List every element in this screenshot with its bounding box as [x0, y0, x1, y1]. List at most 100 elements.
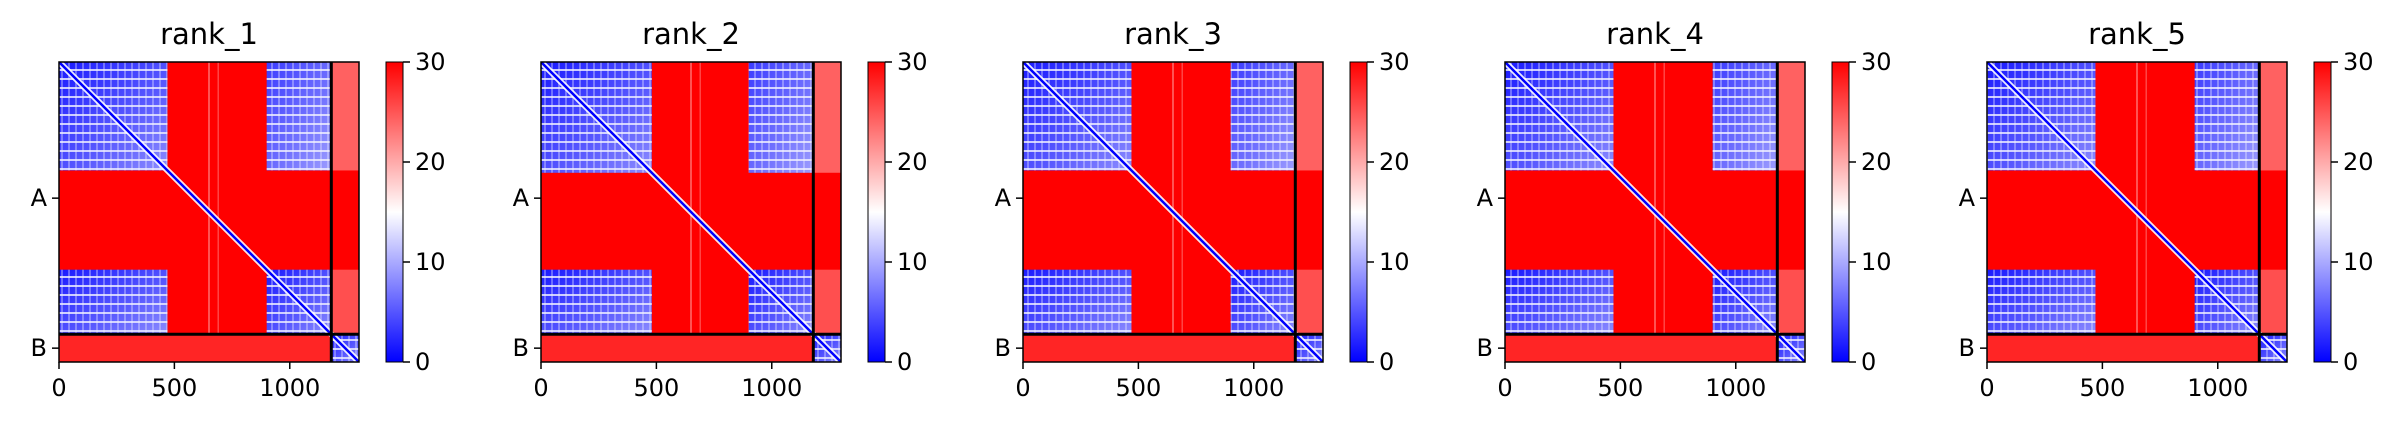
- interface-region: [1295, 62, 1323, 171]
- y-tick-label: A: [31, 184, 48, 212]
- colorbar-tick-label: 30: [897, 48, 928, 76]
- block-texture: [2194, 62, 2260, 171]
- colorbar-tick-label: 0: [1379, 348, 1394, 376]
- colorbar-tick-label: 10: [1379, 248, 1410, 276]
- plot-frame: [1022, 61, 1324, 363]
- interface-region: [59, 334, 332, 362]
- interface-region: [1777, 269, 1805, 335]
- diagonal-line: [1023, 62, 1323, 362]
- x-tick-label: 500: [1115, 374, 1161, 402]
- y-tick-label: B: [1477, 334, 1493, 362]
- x-tick-label: 1000: [1705, 374, 1766, 402]
- y-tick-label: B: [513, 334, 529, 362]
- heatmap-area: [59, 62, 359, 362]
- panel-title: rank_5: [2088, 17, 2186, 51]
- colorbar-tick-label: 30: [1379, 48, 1410, 76]
- x-tick-label: 1000: [1223, 374, 1284, 402]
- y-tick-label: A: [1959, 184, 1976, 212]
- block-texture: [1505, 269, 1614, 335]
- panel-title: rank_2: [642, 17, 740, 51]
- colorbar: [385, 61, 404, 363]
- colorbar-tick-label: 20: [2343, 148, 2374, 176]
- block-texture: [266, 62, 332, 171]
- interface-region: [541, 334, 814, 362]
- colorbar-tick-label: 0: [897, 348, 912, 376]
- heatmap-area: [541, 62, 841, 362]
- diagonal-line: [541, 62, 841, 362]
- panel-title: rank_3: [1124, 17, 1222, 51]
- y-tick-label: A: [1477, 184, 1494, 212]
- colorbar-tick-label: 30: [2343, 48, 2374, 76]
- interface-region: [1987, 334, 2260, 362]
- block-shade: [1712, 62, 1778, 171]
- interface-region: [813, 62, 841, 173]
- plot-frame: [58, 61, 360, 363]
- block-texture: [1023, 269, 1132, 335]
- y-tick-label: B: [1959, 334, 1975, 362]
- block-texture: [1230, 62, 1296, 171]
- diagonal-line: [59, 62, 359, 362]
- x-tick-label: 0: [1497, 374, 1512, 402]
- block-texture: [1712, 62, 1778, 171]
- block-shade: [1230, 62, 1296, 171]
- interface-region: [2259, 269, 2287, 335]
- interface-region: [813, 269, 841, 335]
- x-tick-label: 500: [1597, 374, 1643, 402]
- x-tick-label: 500: [633, 374, 679, 402]
- colorbar-tick-label: 30: [415, 48, 446, 76]
- panel-title: rank_1: [160, 17, 258, 51]
- interface-region: [1295, 269, 1323, 335]
- x-tick-label: 1000: [259, 374, 320, 402]
- y-tick-label: A: [513, 184, 530, 212]
- x-tick-label: 0: [51, 374, 66, 402]
- block-texture: [748, 62, 814, 173]
- block-texture: [1987, 269, 2096, 335]
- diagonal-line: [1987, 62, 2287, 362]
- colorbar: [1831, 61, 1850, 363]
- x-tick-label: 500: [2079, 374, 2125, 402]
- diagonal-line: [1505, 62, 1805, 362]
- plot-frame: [1504, 61, 1806, 363]
- interface-region: [1023, 334, 1296, 362]
- plot-frame: [540, 61, 842, 363]
- colorbar-tick-label: 30: [1861, 48, 1892, 76]
- y-tick-label: B: [995, 334, 1011, 362]
- colorbar-tick-label: 20: [1861, 148, 1892, 176]
- y-tick-label: A: [995, 184, 1012, 212]
- x-tick-label: 1000: [741, 374, 802, 402]
- block-texture: [59, 269, 168, 335]
- interface-region: [1777, 62, 1805, 171]
- interface-region: [1505, 334, 1778, 362]
- interface-region: [331, 269, 359, 335]
- interface-region: [331, 62, 359, 171]
- colorbar-tick-label: 10: [1861, 248, 1892, 276]
- colorbar: [2313, 61, 2332, 363]
- colorbar-tick-label: 20: [897, 148, 928, 176]
- colorbar-tick-label: 10: [415, 248, 446, 276]
- y-tick-label: B: [31, 334, 47, 362]
- x-tick-label: 500: [151, 374, 197, 402]
- block-shade: [748, 62, 814, 173]
- colorbar-tick-label: 10: [897, 248, 928, 276]
- colorbar-tick-label: 0: [1861, 348, 1876, 376]
- x-tick-label: 0: [1979, 374, 1994, 402]
- panel-title: rank_4: [1606, 17, 1704, 51]
- colorbar: [867, 61, 886, 363]
- colorbar-tick-label: 0: [2343, 348, 2358, 376]
- interface-region: [2259, 62, 2287, 171]
- heatmap-area: [1505, 62, 1805, 362]
- plot-frame: [1986, 61, 2288, 363]
- heatmap-area: [1987, 62, 2287, 362]
- block-shade: [2194, 62, 2260, 171]
- x-tick-label: 1000: [2187, 374, 2248, 402]
- x-tick-label: 0: [1015, 374, 1030, 402]
- block-shade: [266, 62, 332, 171]
- colorbar-tick-label: 20: [1379, 148, 1410, 176]
- colorbar-tick-label: 0: [415, 348, 430, 376]
